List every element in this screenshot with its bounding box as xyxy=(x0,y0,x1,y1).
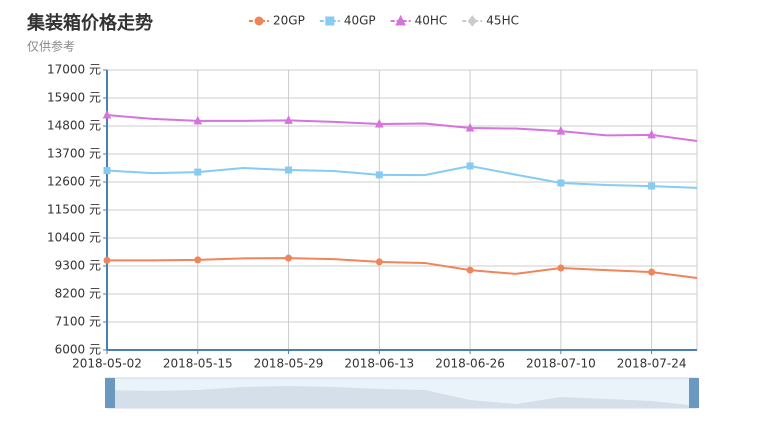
data-point xyxy=(193,115,203,125)
x-tick-label: 2018-05-02 xyxy=(72,357,142,371)
y-tick-label: 14800 元 xyxy=(47,119,101,133)
legend-symbol xyxy=(254,16,264,26)
legend-symbol xyxy=(467,15,477,27)
legend-symbol xyxy=(325,16,335,26)
data-point xyxy=(648,268,656,276)
y-tick-label: 9300 元 xyxy=(55,259,101,273)
data-point xyxy=(466,266,474,274)
legend-label: 45HC xyxy=(486,14,519,28)
x-tick-label: 2018-06-26 xyxy=(435,357,505,371)
y-tick-label: 17000 元 xyxy=(47,63,101,77)
data-point xyxy=(375,171,383,179)
data-point xyxy=(647,129,656,139)
chart-subtitle: 仅供参考 xyxy=(27,39,75,54)
y-tick-label: 13700 元 xyxy=(47,147,101,161)
data-point xyxy=(557,264,565,272)
y-tick-label: 12600 元 xyxy=(47,175,101,189)
data-point xyxy=(285,166,293,174)
data-point xyxy=(557,179,565,187)
zoom-shadow xyxy=(107,386,697,408)
legend-item[interactable]: 40HC xyxy=(390,14,448,28)
data-point xyxy=(556,125,566,135)
y-tick-label: 8200 元 xyxy=(55,287,101,301)
y-tick-label: 7100 元 xyxy=(55,315,101,329)
data-point xyxy=(374,118,384,128)
legend-label: 40GP xyxy=(344,14,376,28)
legend-label: 20GP xyxy=(273,14,305,28)
data-point xyxy=(648,182,656,190)
zoom-handle-right[interactable] xyxy=(689,378,699,408)
zoom-handle-left[interactable] xyxy=(105,378,115,408)
data-point xyxy=(103,167,111,175)
y-tick-label: 15900 元 xyxy=(47,91,101,105)
plot: 6000 元 7100 元 8200 元 9300 元 10400 元 11500 元 12… xyxy=(47,63,698,371)
x-tick-label: 2018-07-24 xyxy=(617,357,687,371)
series-line xyxy=(106,114,698,143)
legend-item[interactable]: 20GP xyxy=(249,14,305,28)
data-point xyxy=(102,109,112,119)
data-point xyxy=(466,162,474,170)
legend-item[interactable]: 40GP xyxy=(319,14,376,28)
data-zoom[interactable] xyxy=(105,377,699,409)
series-line xyxy=(107,257,698,279)
data-point xyxy=(194,168,202,176)
x-tick-label: 2018-05-15 xyxy=(163,357,233,371)
legend-symbol xyxy=(395,14,406,26)
series-line xyxy=(106,164,698,189)
data-point xyxy=(375,258,383,266)
data-point xyxy=(465,122,475,132)
y-tick-label: 10400 元 xyxy=(47,231,101,245)
data-point xyxy=(285,254,293,262)
x-tick-label: 2018-06-13 xyxy=(344,357,414,371)
legend-label: 40HC xyxy=(415,14,448,28)
data-point xyxy=(103,256,111,264)
x-tick-label: 2018-05-29 xyxy=(254,357,324,371)
x-tick-label: 2018-07-10 xyxy=(526,357,596,371)
legend-item[interactable]: 45HC xyxy=(462,14,519,28)
data-point xyxy=(284,115,293,124)
chart-title: 集装箱价格走势 xyxy=(26,12,153,34)
data-point xyxy=(194,256,202,264)
y-tick-label: 11500 元 xyxy=(47,203,101,217)
y-tick-label: 6000 元 xyxy=(55,343,101,357)
